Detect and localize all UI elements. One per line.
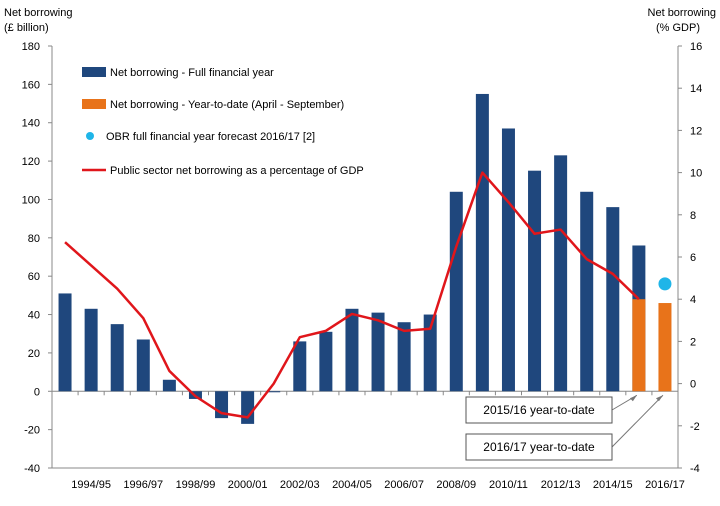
callouts: 2015/16 year-to-date 2016/17 year-to-date xyxy=(465,394,664,461)
bar xyxy=(319,331,333,392)
bar xyxy=(136,339,150,392)
right-tick-label: 16 xyxy=(690,41,702,53)
left-tick-label: 160 xyxy=(22,79,40,91)
left-tick-label: -20 xyxy=(24,425,40,437)
right-tick-label: -4 xyxy=(690,463,700,475)
callout-box xyxy=(465,396,613,424)
left-tick-label: 140 xyxy=(22,118,40,130)
left-axis-title-line1: Net borrowing xyxy=(4,7,72,19)
series-line xyxy=(64,171,640,419)
left-tick-label: 40 xyxy=(28,310,40,322)
legend-swatch xyxy=(86,132,94,140)
x-tick-label: 2000/01 xyxy=(228,479,268,491)
right-tick-label: 6 xyxy=(690,252,696,264)
bar xyxy=(449,191,463,392)
x-tick-label: 2002/03 xyxy=(280,479,320,491)
x-tick-label: 2004/05 xyxy=(332,479,372,491)
x-tick-label: 2014/15 xyxy=(593,479,633,491)
bar xyxy=(371,312,385,392)
callout-label: 2016/17 year-to-date xyxy=(483,440,595,454)
legend-swatch xyxy=(82,99,106,109)
bar xyxy=(501,128,515,392)
pct-gdp-line xyxy=(64,171,640,419)
right-tick-label: 8 xyxy=(690,210,696,222)
bar xyxy=(293,341,307,392)
right-axis-title-line1: Net borrowing xyxy=(648,7,716,19)
right-tick-label: 0 xyxy=(690,379,696,391)
x-tick-label: 1998/99 xyxy=(176,479,216,491)
left-tick-label: 80 xyxy=(28,233,40,245)
bar xyxy=(84,308,98,392)
right-axis-title-line2: (% GDP) xyxy=(656,22,700,34)
bar xyxy=(345,308,359,392)
axes: -40-20020406080100120140160180-4-2024681… xyxy=(22,41,703,491)
bar xyxy=(528,170,542,392)
legend: Net borrowing - Full financial year Net b… xyxy=(82,67,364,177)
right-tick-label: 4 xyxy=(690,294,696,306)
bar xyxy=(110,324,124,392)
callout-box xyxy=(465,433,613,461)
bar xyxy=(162,379,176,392)
right-tick-label: 10 xyxy=(690,168,702,180)
callout-label: 2015/16 year-to-date xyxy=(483,403,595,417)
bar xyxy=(267,391,281,393)
forecast-point xyxy=(658,277,672,291)
bar xyxy=(423,314,437,392)
left-tick-label: 20 xyxy=(28,348,40,360)
legend-swatch xyxy=(82,67,106,77)
x-tick-label: 1994/95 xyxy=(71,479,111,491)
x-tick-label: 1996/97 xyxy=(123,479,163,491)
x-tick-label: 2006/07 xyxy=(384,479,424,491)
callout-arrowhead xyxy=(629,395,637,402)
bar xyxy=(580,191,594,392)
right-tick-label: 2 xyxy=(690,336,696,348)
left-tick-label: 0 xyxy=(34,386,40,398)
right-tick-label: 14 xyxy=(690,83,702,95)
right-tick-label: 12 xyxy=(690,125,702,137)
callout-arrowhead xyxy=(655,395,663,402)
x-tick-label: 2010/11 xyxy=(489,479,528,491)
bar xyxy=(241,391,255,424)
x-tick-label: 2012/13 xyxy=(541,479,581,491)
bar xyxy=(475,93,489,392)
left-tick-label: 120 xyxy=(22,156,40,168)
x-tick-label: 2008/09 xyxy=(436,479,476,491)
bar xyxy=(58,293,72,392)
left-tick-label: 100 xyxy=(22,194,40,206)
bars xyxy=(58,93,672,424)
bar xyxy=(606,207,620,392)
left-axis-title-line2: (£ billion) xyxy=(4,22,49,34)
legend-label: Net borrowing - Full financial year xyxy=(110,67,274,79)
bar xyxy=(632,299,646,392)
right-tick-label: -2 xyxy=(690,421,700,433)
bar xyxy=(397,322,411,392)
forecast-points xyxy=(658,277,672,291)
x-tick-label: 2016/17 xyxy=(645,479,685,491)
bar xyxy=(554,155,568,392)
bar xyxy=(658,303,672,392)
left-tick-label: -40 xyxy=(24,463,40,475)
legend-label: Public sector net borrowing as a percent… xyxy=(110,165,364,177)
left-tick-label: 60 xyxy=(28,271,40,283)
left-tick-label: 180 xyxy=(22,41,40,53)
legend-label: OBR full financial year forecast 2016/17… xyxy=(106,131,315,143)
callout-arrow xyxy=(611,394,664,448)
legend-label: Net borrowing - Year-to-date (April - Se… xyxy=(110,99,344,111)
